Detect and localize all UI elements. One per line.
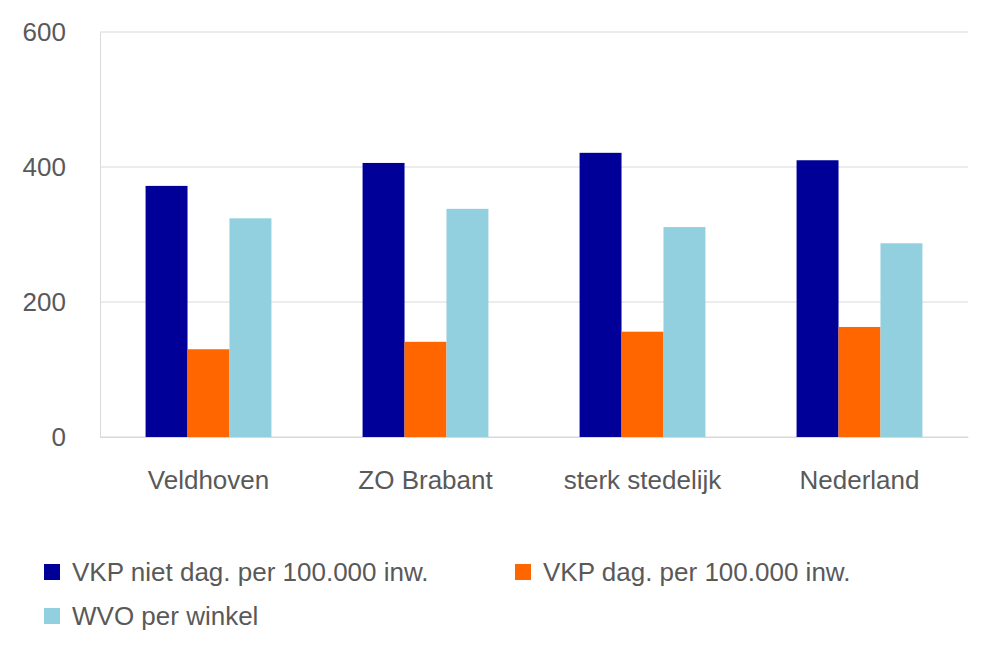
legend-swatch xyxy=(44,608,60,624)
x-tick: Nederland xyxy=(800,437,920,495)
bar xyxy=(839,327,881,437)
y-axis: 0 200 400 600 xyxy=(23,17,101,452)
bar xyxy=(363,163,405,437)
legend-swatch xyxy=(44,564,60,580)
grid xyxy=(100,32,968,437)
legend-label: VKP niet dag. per 100.000 inw. xyxy=(72,557,429,587)
x-tick: Veldhoven xyxy=(148,437,269,495)
y-tick: 600 xyxy=(23,17,100,47)
bar xyxy=(405,342,447,437)
bar xyxy=(446,209,488,437)
bar xyxy=(663,227,705,437)
bars xyxy=(146,153,923,437)
legend: VKP niet dag. per 100.000 inw. VKP dag. p… xyxy=(44,557,850,631)
bar xyxy=(146,186,188,437)
legend-item: WVO per winkel xyxy=(44,601,258,631)
bar-series xyxy=(146,153,839,437)
bar xyxy=(622,332,664,437)
grid-line xyxy=(100,32,968,33)
x-tick: sterk stedelijk xyxy=(564,437,722,495)
x-tick-label: sterk stedelijk xyxy=(564,465,722,495)
bar xyxy=(797,160,839,437)
y-tick: 200 xyxy=(23,287,100,317)
y-tick: 400 xyxy=(23,152,100,182)
bar xyxy=(880,243,922,437)
y-tick-label: 600 xyxy=(23,17,66,47)
legend-swatch xyxy=(515,564,531,580)
x-tick: ZO Brabant xyxy=(358,437,493,495)
bar xyxy=(580,153,622,437)
chart: 0 200 400 600 Veldhoven ZO Brabant sterk stede… xyxy=(0,0,987,648)
x-tick-label: Nederland xyxy=(800,465,920,495)
y-tick-label: 200 xyxy=(23,287,66,317)
y-tick: 0 xyxy=(52,422,100,452)
legend-label: VKP dag. per 100.000 inw. xyxy=(543,557,850,587)
y-tick-label: 0 xyxy=(52,422,66,452)
bar-series xyxy=(188,327,881,437)
legend-label: WVO per winkel xyxy=(72,601,258,631)
legend-item: VKP niet dag. per 100.000 inw. xyxy=(44,557,429,587)
y-tick-label: 400 xyxy=(23,152,66,182)
x-axis: Veldhoven ZO Brabant sterk stedelijk Nederl… xyxy=(101,437,969,495)
y-axis-line xyxy=(100,33,101,438)
bar-series xyxy=(229,209,922,437)
legend-item: VKP dag. per 100.000 inw. xyxy=(515,557,850,587)
bar xyxy=(229,218,271,437)
x-tick-label: ZO Brabant xyxy=(358,465,493,495)
bar xyxy=(188,349,230,437)
plot: 0 200 400 600 Veldhoven ZO Brabant sterk stede… xyxy=(23,17,969,496)
x-tick-label: Veldhoven xyxy=(148,465,269,495)
x-axis-line xyxy=(101,437,969,438)
